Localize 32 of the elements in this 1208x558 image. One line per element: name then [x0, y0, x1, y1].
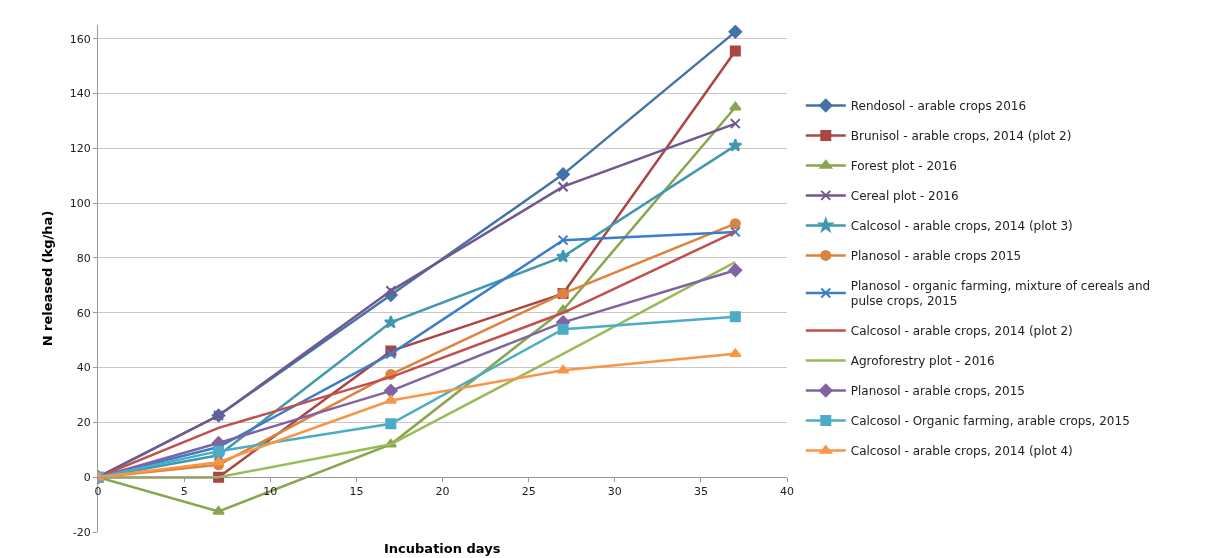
- x-axis-title: Incubation days: [384, 541, 501, 556]
- legend-label: Forest plot - 2016: [850, 159, 957, 174]
- legend-label: Planosol - arable crops, 2015: [850, 384, 1025, 399]
- legend-label: Calcosol - arable crops, 2014 (plot 2): [850, 324, 1073, 339]
- x-tick-label: 15: [349, 485, 364, 499]
- legend-label: Cereal plot - 2016: [850, 189, 959, 204]
- y-tick-label: 0: [83, 471, 91, 485]
- y-tick-label: 80: [76, 251, 91, 265]
- legend-label: Calcosol - arable crops, 2014 (plot 3): [850, 219, 1073, 234]
- x-tick-label: 40: [780, 485, 794, 499]
- legend-label: Brunisol - arable crops, 2014 (plot 2): [850, 129, 1072, 144]
- y-tick-label: 140: [69, 87, 91, 101]
- x-tick-label: 0: [94, 485, 102, 499]
- legend-label: Planosol - arable crops 2015: [850, 249, 1022, 264]
- legend-label: Planosol - organic farming, mixture of cereals and pulse crops, 2015: [850, 278, 1151, 309]
- y-tick-label: 100: [69, 196, 91, 210]
- y-tick-label: 20: [76, 416, 91, 430]
- x-tick-label: 30: [607, 485, 622, 499]
- legend-label: Calcosol - arable crops, 2014 (plot 4): [850, 444, 1073, 459]
- y-tick-label: 120: [69, 142, 91, 156]
- x-tick-label: 20: [435, 485, 450, 499]
- legend-label: Agroforestry plot - 2016: [850, 354, 995, 369]
- legend-label: Calcosol - Organic farming, arable crops, 2015: [850, 414, 1130, 429]
- x-tick-label: 25: [521, 485, 536, 499]
- y-tick-label: 60: [76, 306, 91, 320]
- y-tick-label: 40: [76, 361, 91, 375]
- y-tick-label: 160: [69, 32, 91, 46]
- y-axis-title: N released (kg/ha): [39, 210, 55, 347]
- y-tick-label: -20: [72, 525, 91, 539]
- legend-label: Rendosol - arable crops 2016: [850, 99, 1027, 114]
- x-tick-label: 35: [693, 485, 708, 499]
- x-tick-label: 5: [180, 485, 188, 499]
